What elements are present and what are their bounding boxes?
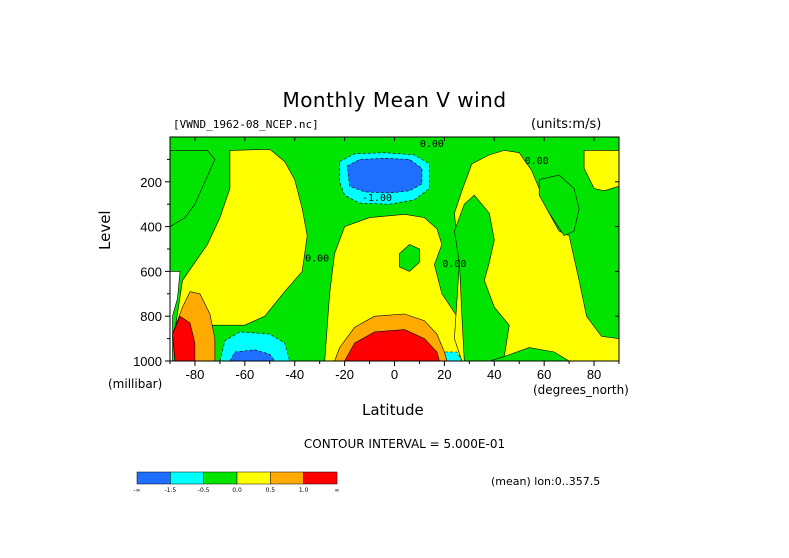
color-legend: -∞ -1.5 -0.5 0.0 0.5 1.0 ∞ xyxy=(133,471,340,494)
legend-label: 0.5 xyxy=(266,487,276,494)
dataset-label: [VWND_1962-08_NCEP.nc] xyxy=(173,118,319,131)
y-tick-label: 400 xyxy=(140,220,162,235)
contour-region-upper-jet-core xyxy=(346,157,423,194)
legend-swatch xyxy=(136,471,171,485)
x-tick-label: 60 xyxy=(537,367,551,382)
contour-region-high-latitude-north xyxy=(538,174,580,236)
y-tick-label: 800 xyxy=(140,309,162,324)
legend-swatch xyxy=(270,471,304,485)
contour-label: 0.00 xyxy=(525,156,549,167)
x-tick-label: -80 xyxy=(186,367,205,382)
y-tick-label: 600 xyxy=(140,264,162,279)
contour-region-lower-tropics-core xyxy=(344,329,440,361)
x-tick-label: -20 xyxy=(335,367,354,382)
legend-swatch xyxy=(236,471,271,485)
contour-region-southern-polar-upper xyxy=(170,150,216,227)
contour-fields xyxy=(170,137,619,361)
y-unit-label: (millibar) xyxy=(108,377,163,391)
contour-label: 0.00 xyxy=(442,259,466,270)
x-axis-label: Latitude xyxy=(362,401,424,419)
legend-label: ∞ xyxy=(335,487,340,494)
contour-label: -1.00 xyxy=(362,193,392,204)
legend-label: -1.5 xyxy=(164,487,176,494)
mean-lon-label: (mean) lon:0..357.5 xyxy=(491,475,601,488)
contour-region-topography-antarctica xyxy=(170,271,181,361)
contour-region-tropical-lower-patch xyxy=(399,244,420,272)
y-tick-label: 1000 xyxy=(133,354,162,369)
x-tick-label: -60 xyxy=(235,367,254,382)
y-tick-label: 200 xyxy=(140,175,162,190)
legend-swatch xyxy=(203,471,238,485)
legend-label: -∞ xyxy=(133,487,140,494)
contour-interval-label: CONTOUR INTERVAL = 5.000E-01 xyxy=(303,437,506,451)
x-tick-label: 0 xyxy=(391,367,398,382)
legend-swatch xyxy=(303,471,338,485)
x-tick-label: 80 xyxy=(587,367,601,382)
legend-label: -0.5 xyxy=(198,487,210,494)
contour-label: 0.00 xyxy=(420,139,444,150)
contour-region-midlatitude-north-lower xyxy=(454,194,510,361)
contour-region-high-latitude-north-upper xyxy=(583,150,619,192)
x-tick-label: -40 xyxy=(285,367,304,382)
x-tick-label: 40 xyxy=(487,367,501,382)
contour-labels: 0.00 0.00 -1.00 0.00 0.00 xyxy=(305,139,549,270)
contour-region-lower-southern-core xyxy=(229,349,276,361)
legend-label: 0.0 xyxy=(232,487,242,494)
contour-label: 0.00 xyxy=(305,253,329,264)
chart-title: Monthly Mean V wind xyxy=(282,88,507,112)
x-unit-label: (degrees_north) xyxy=(533,383,629,397)
plot-axes: -80 -60 -40 -20 0 20 40 60 80 200 400 600 800 1000 xyxy=(133,136,620,382)
legend-label: 1.0 xyxy=(299,487,309,494)
units-label: (units:m/s) xyxy=(531,117,602,132)
x-tick-label: 20 xyxy=(437,367,451,382)
legend-swatch xyxy=(170,471,204,485)
contour-region-southern-subtropics xyxy=(174,148,308,330)
